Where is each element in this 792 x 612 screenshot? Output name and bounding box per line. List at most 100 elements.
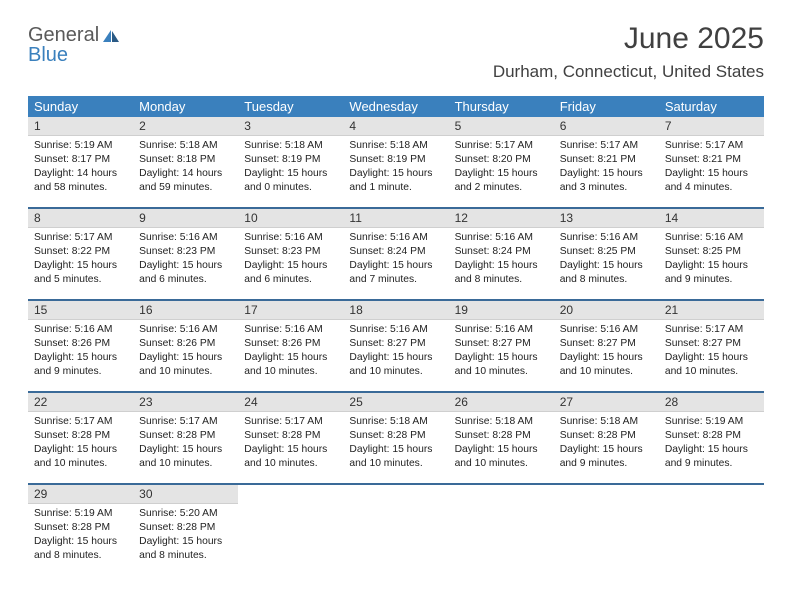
sunset-line: Sunset: 8:27 PM <box>665 337 758 351</box>
day-body: Sunrise: 5:16 AMSunset: 8:24 PMDaylight:… <box>449 228 554 293</box>
day-cell: 12Sunrise: 5:16 AMSunset: 8:24 PMDayligh… <box>449 209 554 299</box>
day-number: 1 <box>28 117 133 136</box>
day-body: Sunrise: 5:16 AMSunset: 8:26 PMDaylight:… <box>133 320 238 385</box>
day-cell: 1Sunrise: 5:19 AMSunset: 8:17 PMDaylight… <box>28 117 133 207</box>
daylight-line: Daylight: 14 hours and 58 minutes. <box>34 167 127 195</box>
day-body: Sunrise: 5:17 AMSunset: 8:21 PMDaylight:… <box>659 136 764 201</box>
day-body: Sunrise: 5:17 AMSunset: 8:21 PMDaylight:… <box>554 136 659 201</box>
daylight-line: Daylight: 15 hours and 10 minutes. <box>349 443 442 471</box>
day-cell: 8Sunrise: 5:17 AMSunset: 8:22 PMDaylight… <box>28 209 133 299</box>
day-number: 12 <box>449 209 554 228</box>
sunrise-line: Sunrise: 5:16 AM <box>34 323 127 337</box>
sunset-line: Sunset: 8:28 PM <box>34 429 127 443</box>
sunset-line: Sunset: 8:23 PM <box>139 245 232 259</box>
day-number: 3 <box>238 117 343 136</box>
header-cell: Sunday <box>28 96 133 117</box>
day-body: Sunrise: 5:16 AMSunset: 8:26 PMDaylight:… <box>28 320 133 385</box>
day-cell: 18Sunrise: 5:16 AMSunset: 8:27 PMDayligh… <box>343 301 448 391</box>
daylight-line: Daylight: 15 hours and 3 minutes. <box>560 167 653 195</box>
day-body: Sunrise: 5:17 AMSunset: 8:20 PMDaylight:… <box>449 136 554 201</box>
day-cell: 24Sunrise: 5:17 AMSunset: 8:28 PMDayligh… <box>238 393 343 483</box>
day-cell: 5Sunrise: 5:17 AMSunset: 8:20 PMDaylight… <box>449 117 554 207</box>
day-number: 10 <box>238 209 343 228</box>
sunrise-line: Sunrise: 5:16 AM <box>560 231 653 245</box>
daylight-line: Daylight: 15 hours and 9 minutes. <box>665 443 758 471</box>
day-cell: 19Sunrise: 5:16 AMSunset: 8:27 PMDayligh… <box>449 301 554 391</box>
day-body: Sunrise: 5:18 AMSunset: 8:19 PMDaylight:… <box>343 136 448 201</box>
sunrise-line: Sunrise: 5:18 AM <box>455 415 548 429</box>
week-row: 29Sunrise: 5:19 AMSunset: 8:28 PMDayligh… <box>28 485 764 575</box>
sunrise-line: Sunrise: 5:18 AM <box>139 139 232 153</box>
day-number: 15 <box>28 301 133 320</box>
day-body: Sunrise: 5:17 AMSunset: 8:28 PMDaylight:… <box>28 412 133 477</box>
day-cell <box>554 485 659 575</box>
daylight-line: Daylight: 15 hours and 10 minutes. <box>560 351 653 379</box>
day-number: 6 <box>554 117 659 136</box>
day-number: 11 <box>343 209 448 228</box>
sunrise-line: Sunrise: 5:16 AM <box>455 231 548 245</box>
sunrise-line: Sunrise: 5:16 AM <box>139 231 232 245</box>
day-number: 19 <box>449 301 554 320</box>
day-body: Sunrise: 5:16 AMSunset: 8:25 PMDaylight:… <box>659 228 764 293</box>
sunset-line: Sunset: 8:26 PM <box>34 337 127 351</box>
day-number: 2 <box>133 117 238 136</box>
sunrise-line: Sunrise: 5:18 AM <box>244 139 337 153</box>
sunrise-line: Sunrise: 5:19 AM <box>34 507 127 521</box>
sunset-line: Sunset: 8:20 PM <box>455 153 548 167</box>
page-title: June 2025 <box>624 22 764 56</box>
day-body: Sunrise: 5:18 AMSunset: 8:18 PMDaylight:… <box>133 136 238 201</box>
sunset-line: Sunset: 8:28 PM <box>244 429 337 443</box>
day-number: 22 <box>28 393 133 412</box>
sunset-line: Sunset: 8:26 PM <box>139 337 232 351</box>
day-number: 25 <box>343 393 448 412</box>
day-body: Sunrise: 5:18 AMSunset: 8:28 PMDaylight:… <box>449 412 554 477</box>
day-cell: 4Sunrise: 5:18 AMSunset: 8:19 PMDaylight… <box>343 117 448 207</box>
day-body: Sunrise: 5:18 AMSunset: 8:19 PMDaylight:… <box>238 136 343 201</box>
header-cell: Tuesday <box>238 96 343 117</box>
sunset-line: Sunset: 8:24 PM <box>349 245 442 259</box>
calendar: SundayMondayTuesdayWednesdayThursdayFrid… <box>28 96 764 575</box>
day-cell: 22Sunrise: 5:17 AMSunset: 8:28 PMDayligh… <box>28 393 133 483</box>
sunrise-line: Sunrise: 5:16 AM <box>665 231 758 245</box>
sunset-line: Sunset: 8:28 PM <box>455 429 548 443</box>
day-cell: 16Sunrise: 5:16 AMSunset: 8:26 PMDayligh… <box>133 301 238 391</box>
day-cell: 2Sunrise: 5:18 AMSunset: 8:18 PMDaylight… <box>133 117 238 207</box>
day-number: 26 <box>449 393 554 412</box>
day-cell: 28Sunrise: 5:19 AMSunset: 8:28 PMDayligh… <box>659 393 764 483</box>
day-number: 4 <box>343 117 448 136</box>
sunrise-line: Sunrise: 5:17 AM <box>139 415 232 429</box>
day-number: 24 <box>238 393 343 412</box>
sunset-line: Sunset: 8:25 PM <box>665 245 758 259</box>
daylight-line: Daylight: 15 hours and 9 minutes. <box>560 443 653 471</box>
day-cell: 6Sunrise: 5:17 AMSunset: 8:21 PMDaylight… <box>554 117 659 207</box>
logo: General Blue <box>28 24 121 47</box>
day-body: Sunrise: 5:16 AMSunset: 8:24 PMDaylight:… <box>343 228 448 293</box>
sunrise-line: Sunrise: 5:18 AM <box>560 415 653 429</box>
sunset-line: Sunset: 8:21 PM <box>560 153 653 167</box>
day-cell: 14Sunrise: 5:16 AMSunset: 8:25 PMDayligh… <box>659 209 764 299</box>
sunrise-line: Sunrise: 5:19 AM <box>34 139 127 153</box>
day-body: Sunrise: 5:16 AMSunset: 8:23 PMDaylight:… <box>133 228 238 293</box>
day-body: Sunrise: 5:18 AMSunset: 8:28 PMDaylight:… <box>343 412 448 477</box>
day-body: Sunrise: 5:19 AMSunset: 8:28 PMDaylight:… <box>659 412 764 477</box>
header-cell: Wednesday <box>343 96 448 117</box>
day-cell: 13Sunrise: 5:16 AMSunset: 8:25 PMDayligh… <box>554 209 659 299</box>
day-cell: 10Sunrise: 5:16 AMSunset: 8:23 PMDayligh… <box>238 209 343 299</box>
daylight-line: Daylight: 15 hours and 10 minutes. <box>244 443 337 471</box>
sunset-line: Sunset: 8:28 PM <box>349 429 442 443</box>
week-row: 1Sunrise: 5:19 AMSunset: 8:17 PMDaylight… <box>28 117 764 209</box>
daylight-line: Daylight: 15 hours and 10 minutes. <box>349 351 442 379</box>
day-number: 28 <box>659 393 764 412</box>
sunrise-line: Sunrise: 5:16 AM <box>560 323 653 337</box>
daylight-line: Daylight: 15 hours and 7 minutes. <box>349 259 442 287</box>
day-body: Sunrise: 5:16 AMSunset: 8:25 PMDaylight:… <box>554 228 659 293</box>
sunrise-line: Sunrise: 5:16 AM <box>349 323 442 337</box>
day-body: Sunrise: 5:17 AMSunset: 8:28 PMDaylight:… <box>238 412 343 477</box>
sunrise-line: Sunrise: 5:16 AM <box>244 323 337 337</box>
calendar-header: SundayMondayTuesdayWednesdayThursdayFrid… <box>28 96 764 117</box>
day-body: Sunrise: 5:17 AMSunset: 8:22 PMDaylight:… <box>28 228 133 293</box>
daylight-line: Daylight: 15 hours and 6 minutes. <box>244 259 337 287</box>
header-cell: Saturday <box>659 96 764 117</box>
day-body: Sunrise: 5:16 AMSunset: 8:27 PMDaylight:… <box>449 320 554 385</box>
daylight-line: Daylight: 15 hours and 8 minutes. <box>34 535 127 563</box>
